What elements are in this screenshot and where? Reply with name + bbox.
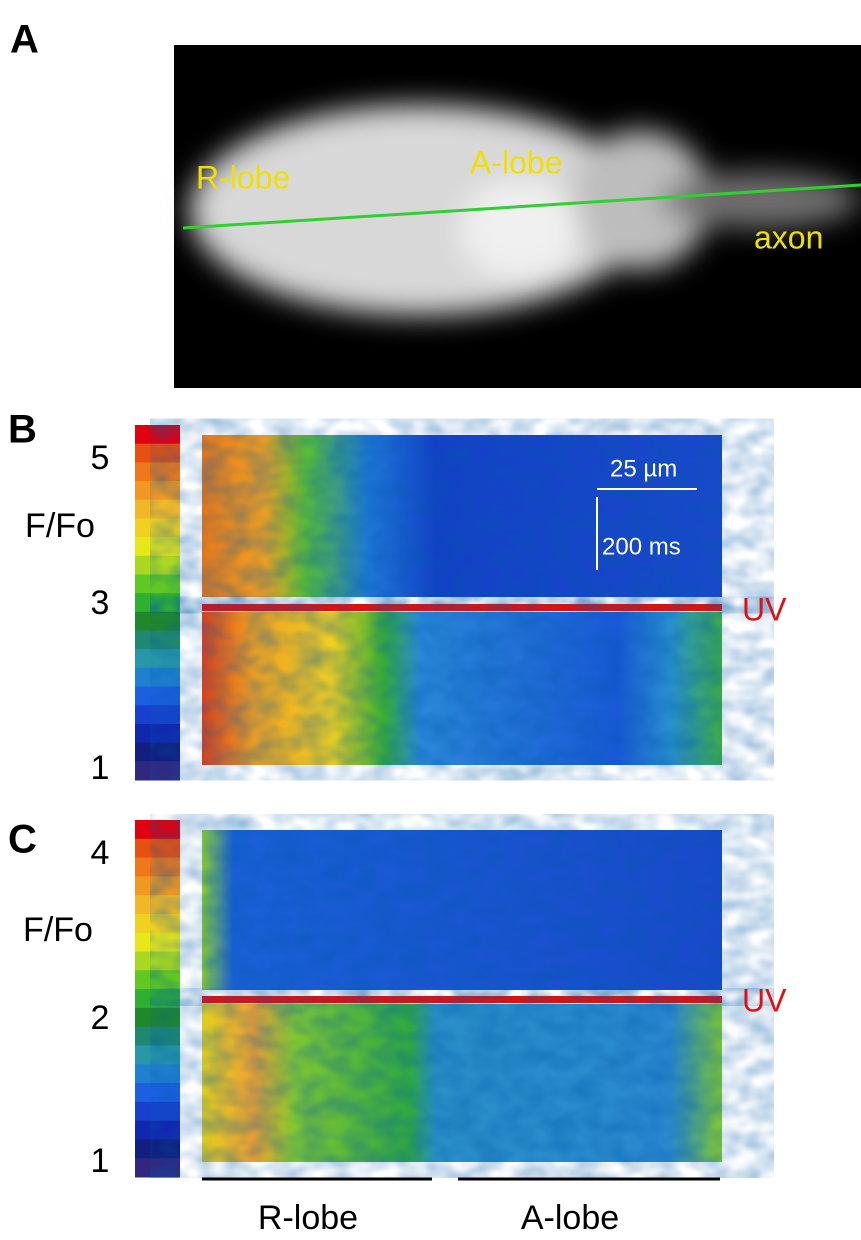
colorbar-band — [135, 724, 180, 743]
heatmap-texture — [202, 612, 722, 765]
colorbar-band — [135, 574, 180, 593]
colorbar-band — [135, 537, 180, 556]
colorbar-band — [135, 1083, 180, 1102]
scale-label: 25 µm — [610, 455, 677, 482]
region-label: A-lobe — [521, 1199, 619, 1237]
colorbar-band — [135, 858, 180, 877]
colorbar-band — [135, 970, 180, 989]
colorbar-band — [135, 1045, 180, 1064]
colorbar-tick: 5 — [91, 439, 110, 477]
colorbar-band — [135, 687, 180, 706]
uv-bar — [202, 604, 722, 611]
colorbar-band — [135, 1027, 180, 1046]
colorbar-tick: 4 — [91, 834, 110, 872]
colorbar — [135, 820, 180, 1178]
colorbar-band — [135, 500, 180, 519]
colorbar-band — [135, 481, 180, 500]
colorbar-tick: 2 — [91, 999, 110, 1037]
panel-label: C — [8, 818, 37, 862]
colorbar-band — [135, 1102, 180, 1121]
colorbar-tick: 1 — [91, 749, 110, 787]
colorbar-band — [135, 895, 180, 914]
panel-label: A — [10, 18, 39, 62]
colorbar-band — [135, 444, 180, 463]
colorbar-band — [135, 820, 180, 839]
colorbar-band — [135, 556, 180, 575]
colorbar-band — [135, 1121, 180, 1140]
colorbar-band — [135, 425, 180, 444]
panel-label: B — [8, 408, 37, 452]
colorbar-band — [135, 649, 180, 668]
colorbar-band — [135, 876, 180, 895]
colorbar-band — [135, 1139, 180, 1158]
colorbar-band — [135, 989, 180, 1008]
region-label: R-lobe — [258, 1199, 358, 1237]
figure: A R-lobe A-lobe axon B 5 F/Fo 3 1 25 µm … — [0, 0, 861, 1240]
scale-label: 200 ms — [602, 533, 681, 560]
colorbar-band — [135, 952, 180, 971]
colorbar-title: F/Fo — [23, 911, 93, 949]
colorbar-band — [135, 593, 180, 612]
uv-label: UV — [742, 591, 787, 627]
colorbar-title: F/Fo — [25, 507, 95, 545]
colorbar-band — [135, 668, 180, 687]
colorbar-band — [135, 933, 180, 952]
colorbar-band — [135, 1064, 180, 1083]
uv-bar — [202, 996, 722, 1003]
colorbar-band — [135, 1158, 180, 1177]
colorbar-band — [135, 631, 180, 650]
colorbar-band — [135, 743, 180, 762]
heatmap-texture — [202, 830, 722, 990]
colorbar-band — [135, 518, 180, 537]
colorbar-tick: 1 — [91, 1142, 110, 1180]
annotation: axon — [754, 219, 823, 255]
colorbar-band — [135, 914, 180, 933]
annotation: A-lobe — [470, 144, 563, 180]
heatmap-texture — [202, 1004, 722, 1162]
colorbar-band — [135, 612, 180, 631]
colorbar-tick: 3 — [91, 584, 110, 622]
colorbar-band — [135, 839, 180, 858]
uv-label: UV — [742, 982, 787, 1018]
colorbar-band — [135, 462, 180, 481]
annotation: R-lobe — [196, 159, 290, 195]
colorbar-band — [135, 761, 180, 780]
colorbar-band — [135, 1008, 180, 1027]
colorbar — [135, 425, 180, 781]
colorbar-band — [135, 705, 180, 724]
